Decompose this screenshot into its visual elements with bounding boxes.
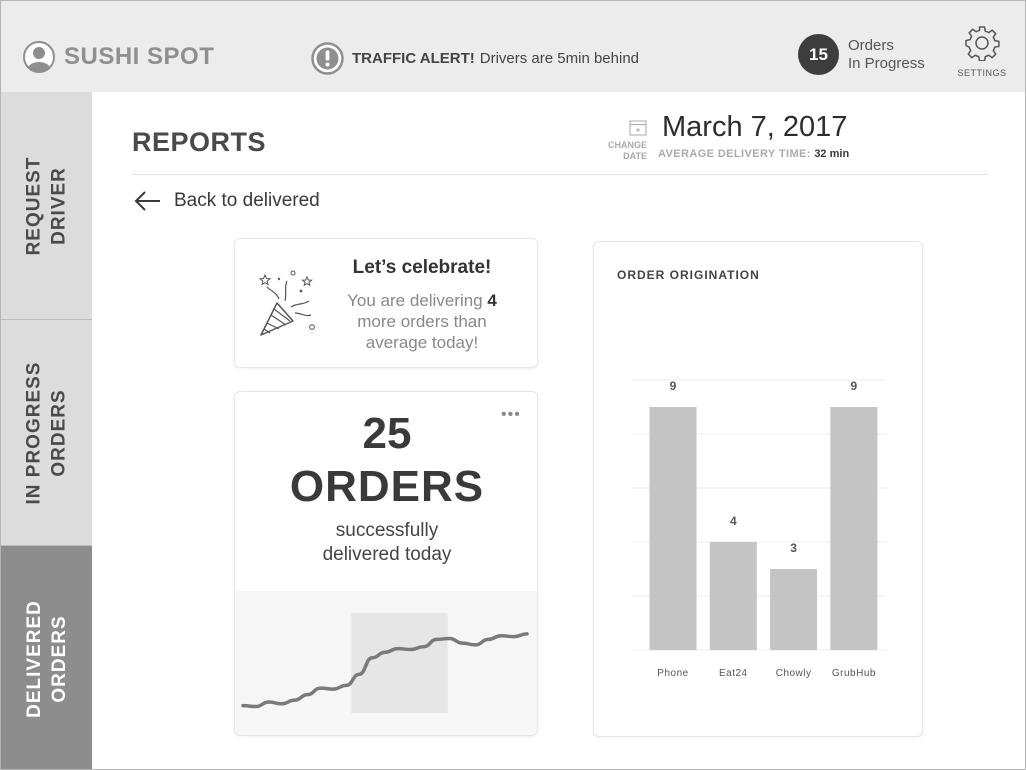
arrow-left-icon bbox=[134, 191, 160, 211]
celebrate-message-end: more orders than average today! bbox=[357, 312, 487, 352]
change-date-line2: DATE bbox=[623, 151, 647, 161]
sidebar-label-line2: ORDERS bbox=[48, 388, 70, 477]
sparkline-svg bbox=[241, 613, 529, 713]
celebrate-heading: Let’s celebrate! bbox=[352, 257, 492, 278]
settings-label: SETTINGS bbox=[957, 68, 1007, 78]
sidebar-label-line2: ORDERS bbox=[48, 614, 70, 703]
traffic-alert: TRAFFIC ALERT! Drivers are 5min behind bbox=[311, 42, 639, 75]
back-to-delivered-link[interactable]: Back to delivered bbox=[134, 190, 320, 212]
divider bbox=[132, 174, 988, 175]
sidebar-item-in-progress-orders[interactable]: IN PROGRESS ORDERS bbox=[1, 320, 92, 546]
avg-delivery-value: 32 min bbox=[814, 148, 850, 160]
sidebar-label-line1: IN PROGRESS bbox=[23, 361, 45, 504]
bar-value-label: 9 bbox=[851, 379, 858, 393]
more-options-icon[interactable]: ••• bbox=[501, 406, 521, 423]
settings-button[interactable]: SETTINGS bbox=[953, 25, 1011, 78]
orders-label-line1: Orders bbox=[848, 36, 894, 54]
change-date-line1: CHANGE bbox=[607, 140, 647, 150]
celebrate-message: You are delivering 4 more orders than av… bbox=[335, 290, 509, 353]
page-title: REPORTS bbox=[132, 127, 267, 157]
calendar-icon bbox=[629, 120, 647, 136]
gear-icon bbox=[965, 26, 1000, 62]
top-bar: SUSHI SPOT TRAFFIC ALERT! Drivers are 5m… bbox=[1, 1, 1025, 92]
bar-phone bbox=[649, 407, 697, 650]
bar-value-label: 3 bbox=[790, 541, 797, 555]
sidebar-item-label: IN PROGRESS ORDERS bbox=[22, 361, 72, 504]
alert-message: Drivers are 5min behind bbox=[479, 50, 640, 67]
orders-in-progress-indicator[interactable]: 15 Orders In Progress bbox=[798, 34, 938, 75]
category-label: Eat24 bbox=[719, 668, 748, 679]
sidebar-label-line1: DELIVERED bbox=[23, 599, 45, 718]
bar-eat24 bbox=[709, 542, 757, 650]
sparkline-line bbox=[241, 632, 529, 709]
sidebar-label-line2: DRIVER bbox=[48, 166, 70, 245]
celebrate-message-count: 4 bbox=[487, 291, 497, 310]
average-delivery-time: AVERAGE DELIVERY TIME: 32 min bbox=[658, 148, 849, 160]
sidebar-item-label: REQUEST DRIVER bbox=[22, 156, 72, 255]
orders-delivered-card: ••• 25 ORDERS successfully delivered tod… bbox=[234, 391, 538, 736]
order-origination-chart: 9 Phone 4 Eat24 3 Chowly 9 GrubHub bbox=[632, 379, 887, 679]
chart-title: ORDER ORIGINATION bbox=[617, 268, 760, 282]
bar-value-label: 4 bbox=[730, 514, 737, 528]
brand-name: SUSHI SPOT bbox=[64, 43, 215, 70]
brand[interactable]: SUSHI SPOT bbox=[23, 41, 214, 73]
orders-delivered-caption: successfully delivered today bbox=[235, 519, 537, 567]
bar-value-label: 9 bbox=[670, 379, 677, 393]
orders-count-badge: 15 bbox=[798, 34, 839, 75]
sidebar-item-label: DELIVERED ORDERS bbox=[22, 600, 72, 718]
bar-grubhub bbox=[830, 407, 878, 650]
category-label: GrubHub bbox=[832, 668, 876, 679]
report-date: March 7, 2017 bbox=[662, 111, 848, 143]
sidebar-item-delivered-orders[interactable]: DELIVERED ORDERS bbox=[1, 546, 92, 769]
change-date-button[interactable]: CHANGE DATE bbox=[595, 119, 647, 162]
category-label: Chowly bbox=[776, 668, 812, 679]
back-link-label: Back to delivered bbox=[174, 190, 320, 211]
orders-delivered-count: 25 bbox=[362, 409, 412, 458]
orders-delivered-word: ORDERS bbox=[289, 462, 485, 511]
orders-label-line2: In Progress bbox=[848, 54, 925, 72]
sidebar-item-request-driver[interactable]: REQUEST DRIVER bbox=[1, 92, 92, 320]
sidebar: REQUEST DRIVER IN PROGRESS ORDERS DELIVE… bbox=[1, 92, 92, 769]
bar-chowly bbox=[770, 569, 818, 650]
orders-caption-line2: delivered today bbox=[322, 544, 452, 565]
exclamation-icon bbox=[311, 42, 344, 75]
orders-trend-sparkline bbox=[235, 591, 537, 735]
celebrate-message-start: You are delivering bbox=[347, 291, 488, 310]
alert-title: TRAFFIC ALERT! bbox=[352, 50, 475, 67]
party-popper-icon bbox=[258, 270, 315, 336]
avg-delivery-label: AVERAGE DELIVERY TIME: bbox=[658, 148, 811, 160]
user-icon bbox=[23, 41, 55, 73]
orders-in-progress-label: Orders In Progress bbox=[848, 37, 938, 73]
category-label: Phone bbox=[657, 668, 688, 679]
sidebar-label-line1: REQUEST bbox=[23, 156, 45, 255]
order-origination-card: ORDER ORIGINATION 9 Phone 4 Eat24 3 Chowly 9 Gr… bbox=[593, 241, 923, 737]
celebrate-card: Let’s celebrate! You are delivering 4 mo… bbox=[234, 238, 538, 368]
orders-caption-line1: successfully bbox=[335, 520, 439, 541]
